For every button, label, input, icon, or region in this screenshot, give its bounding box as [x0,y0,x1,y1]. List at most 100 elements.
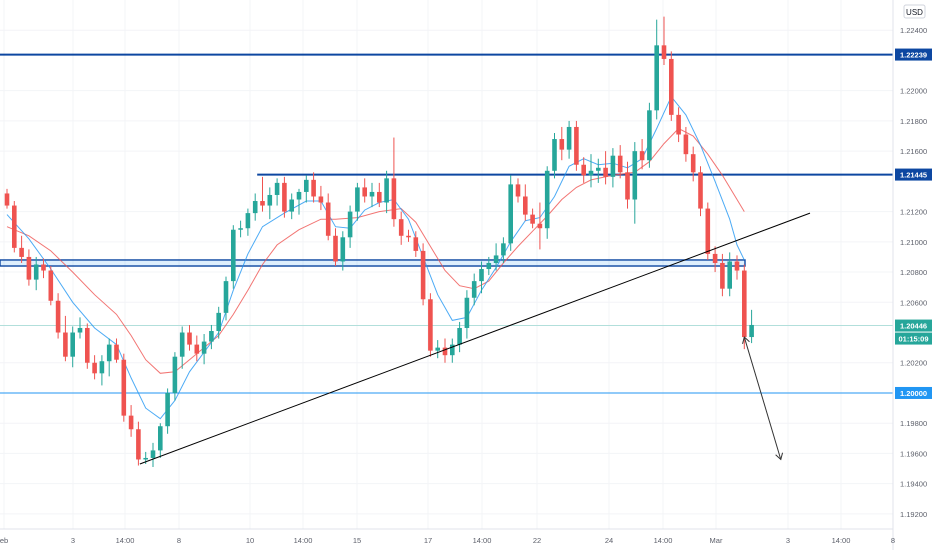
candle[interactable] [55,293,61,339]
candle[interactable] [413,231,419,257]
candle[interactable] [369,182,375,208]
candle[interactable] [698,166,703,217]
candle[interactable] [464,290,470,339]
candle[interactable] [574,120,579,171]
candle[interactable] [391,137,397,227]
candle[interactable] [428,293,433,357]
candle[interactable] [515,178,521,203]
candle[interactable] [209,324,214,350]
candle[interactable] [742,264,747,350]
candle[interactable] [245,208,251,236]
candle[interactable] [12,201,17,253]
candle[interactable] [187,324,192,351]
candle[interactable] [347,205,353,248]
candle[interactable] [41,258,46,279]
candle[interactable] [377,182,382,208]
candle[interactable] [158,423,163,458]
candle[interactable] [99,355,105,386]
candle[interactable] [683,126,689,162]
candle[interactable] [48,266,54,306]
candle[interactable] [172,352,178,401]
candle[interactable] [165,388,170,434]
candle[interactable] [252,193,258,221]
candle[interactable] [128,405,134,437]
candle[interactable] [537,202,543,250]
candle[interactable] [179,326,185,369]
candle[interactable] [33,256,39,291]
candle[interactable] [479,261,484,294]
candle[interactable] [362,178,367,203]
candle[interactable] [457,321,462,353]
candle[interactable] [114,338,119,363]
candle[interactable] [260,176,265,212]
candle[interactable] [450,338,455,363]
candle[interactable] [712,246,718,273]
candle[interactable] [340,231,346,271]
candle[interactable] [274,178,280,206]
candle[interactable] [420,243,426,306]
candle[interactable] [296,188,302,215]
candle[interactable] [493,243,499,271]
candle[interactable] [639,139,645,170]
candle[interactable] [231,225,236,289]
currency-badge[interactable] [903,4,926,19]
candle[interactable] [150,442,156,468]
candle[interactable] [581,157,586,183]
candle[interactable] [216,306,221,339]
candle[interactable] [121,353,127,422]
candle[interactable] [26,249,32,286]
candle[interactable] [238,220,243,238]
candle[interactable] [530,208,535,229]
currency-label[interactable]: USD [906,8,923,17]
candle[interactable] [625,161,630,209]
trendline[interactable] [139,212,811,465]
candle[interactable] [267,187,273,220]
candle[interactable] [318,185,324,211]
candle[interactable] [690,146,696,182]
candle[interactable] [19,235,24,263]
candle[interactable] [289,193,294,220]
candle[interactable] [523,184,528,221]
candle[interactable] [442,338,448,363]
candle[interactable] [588,154,594,188]
candle[interactable] [610,148,616,188]
candle[interactable] [63,315,68,362]
candle[interactable] [734,255,740,280]
candle[interactable] [603,151,608,185]
candle[interactable] [384,170,389,214]
candle[interactable] [77,317,83,339]
candle[interactable] [705,202,711,260]
candles[interactable] [4,16,754,468]
candle[interactable] [596,158,601,183]
candle[interactable] [471,273,477,306]
candle[interactable] [720,253,725,297]
support-zone[interactable] [0,259,746,267]
candle[interactable] [194,335,200,362]
candle[interactable] [654,19,659,120]
candle[interactable] [223,276,229,321]
candle[interactable] [669,51,674,121]
candle[interactable] [201,334,207,365]
candle[interactable] [501,237,506,263]
candle[interactable] [552,133,557,179]
drawings[interactable] [139,212,811,465]
candle[interactable] [304,175,309,203]
candle[interactable] [486,256,492,276]
price-axis-panel[interactable] [893,0,932,550]
candle[interactable] [676,107,681,143]
candle[interactable] [325,193,331,241]
projection-arrow-line[interactable] [743,336,782,460]
candle[interactable] [559,126,565,161]
candle[interactable] [435,340,440,359]
candle[interactable] [85,323,90,369]
candle[interactable] [136,421,141,466]
candle[interactable] [617,145,623,179]
candle[interactable] [311,172,316,203]
candle[interactable] [106,338,112,377]
candle[interactable] [749,309,754,344]
candle[interactable] [398,211,404,245]
candle[interactable] [544,166,550,239]
